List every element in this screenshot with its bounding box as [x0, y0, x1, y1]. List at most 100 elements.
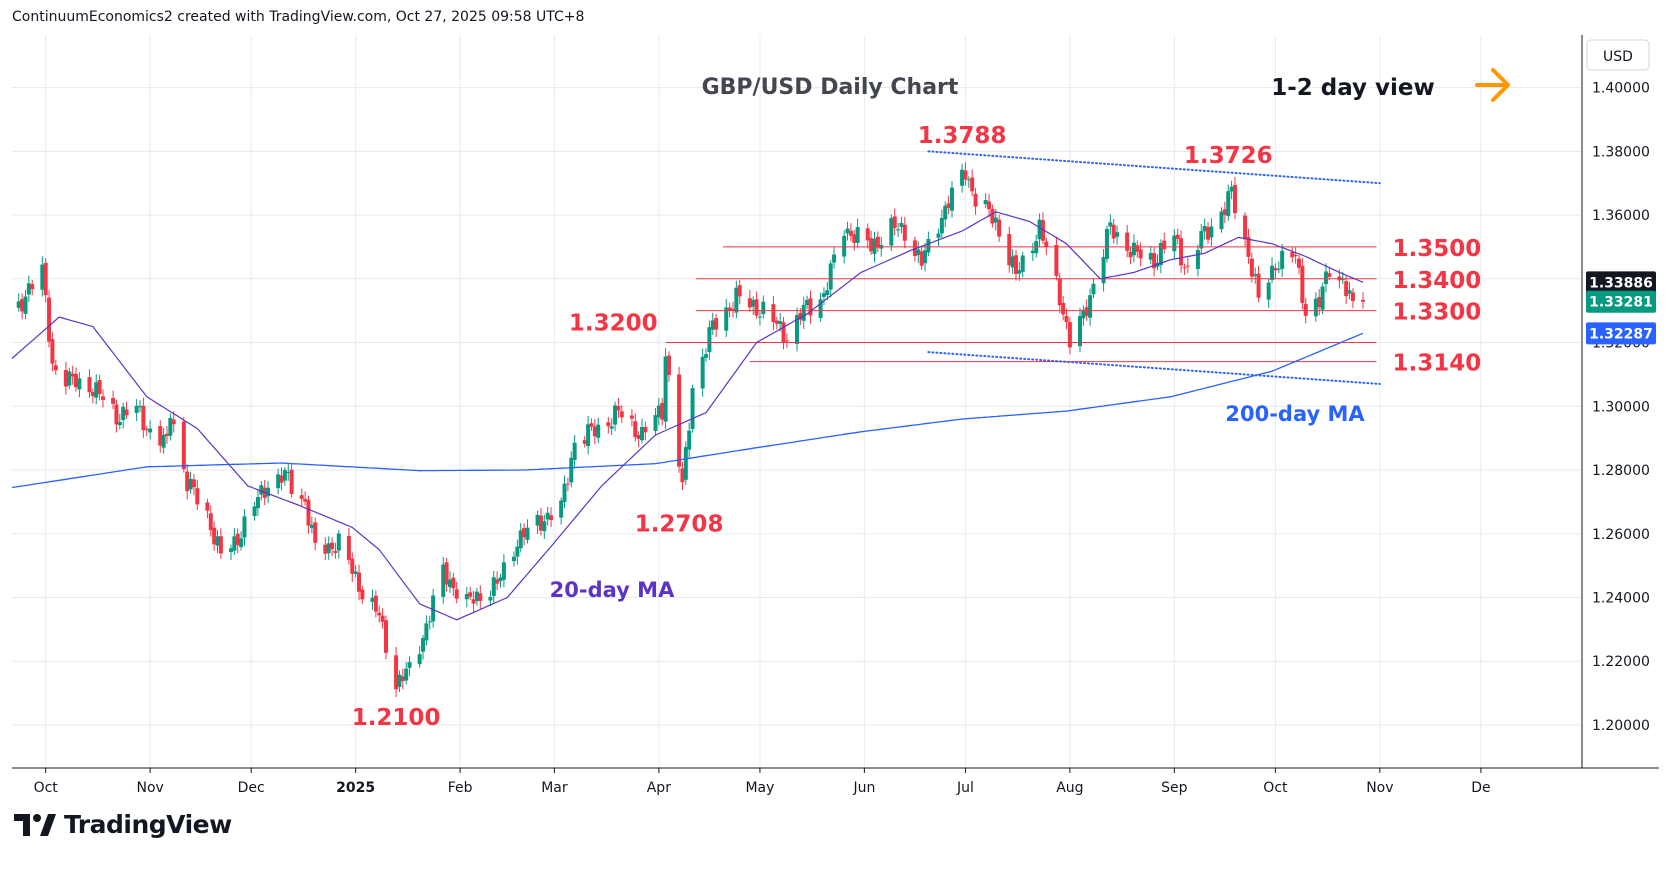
trendlines — [927, 150, 1381, 385]
candle-down — [1256, 273, 1261, 298]
level-label: 1.3140 — [1392, 351, 1481, 377]
candle-down — [1317, 297, 1322, 308]
candle-up — [1158, 243, 1163, 266]
candle-down — [303, 499, 308, 502]
candle-up — [889, 218, 894, 246]
candle-down — [377, 612, 382, 616]
candle-down — [1125, 232, 1130, 251]
candle-down — [538, 515, 543, 531]
candle-up — [896, 229, 901, 231]
candle-up — [983, 199, 988, 205]
candle-up — [421, 638, 426, 652]
candle-down — [589, 423, 594, 427]
candle-down — [30, 284, 35, 290]
candle-down — [1054, 244, 1059, 276]
candle-up — [899, 223, 904, 227]
candle-down — [852, 234, 857, 243]
candle-down — [1206, 227, 1211, 240]
candle-up — [1131, 242, 1136, 256]
candle-up — [168, 417, 173, 436]
x-tick-label: Sep — [1161, 780, 1188, 796]
candle-down — [20, 299, 25, 312]
candle-up — [501, 562, 506, 580]
candle-down — [360, 589, 365, 600]
candle-down — [1303, 303, 1308, 316]
candle-up — [286, 471, 291, 473]
candle-up — [683, 447, 688, 480]
candle-up — [148, 428, 153, 433]
candle-down — [730, 309, 735, 311]
candle-down — [471, 599, 476, 604]
candle-up — [117, 421, 122, 426]
candle-down — [380, 615, 385, 622]
candle-up — [1148, 252, 1153, 260]
candle-down — [987, 201, 992, 210]
brand-name: TradingView — [64, 810, 232, 839]
candle-down — [90, 392, 95, 397]
candle-up — [562, 483, 567, 503]
candle-up — [77, 378, 82, 390]
candle-down — [451, 577, 456, 589]
candle-down — [1222, 209, 1227, 215]
x-tick-label: Aug — [1056, 780, 1083, 796]
candle-down — [1175, 234, 1180, 239]
candle-down — [50, 339, 55, 364]
candle-up — [613, 405, 618, 425]
candle-up — [215, 536, 220, 546]
candle-up — [1209, 226, 1214, 238]
candle-up — [252, 506, 257, 516]
horizontal-levels: 1.3500 1.3400 1.3300 1.3140 — [665, 236, 1481, 377]
candle-down — [629, 415, 634, 419]
candle-up — [1270, 265, 1275, 281]
candle-down — [1135, 245, 1140, 252]
price-annotation: 1.3200 — [569, 311, 658, 337]
candle-down — [1300, 265, 1305, 303]
candle-up — [276, 474, 281, 489]
candle-down — [205, 502, 210, 511]
price-axis[interactable]: USD — [12, 35, 1659, 769]
candle-up — [855, 227, 860, 243]
candle-down — [727, 307, 732, 311]
candle-down — [357, 572, 362, 592]
candle-up — [441, 564, 446, 597]
candle-down — [1013, 255, 1018, 274]
candle-up — [239, 538, 244, 548]
ma20-price-value: 1.33886 — [1589, 275, 1653, 291]
tradingview-brand[interactable]: TradingView — [14, 810, 232, 839]
ma200-line — [11, 332, 1364, 489]
candle-up — [1253, 274, 1258, 277]
candle-down — [383, 620, 388, 653]
candle-down — [677, 374, 682, 467]
view-label: 1-2 day view — [1271, 75, 1435, 101]
price-annotation: 1.2708 — [635, 511, 724, 537]
right-arrow-icon — [1475, 68, 1510, 102]
candle-down — [737, 285, 742, 297]
candle-down — [869, 238, 874, 252]
candle-up — [1030, 250, 1035, 254]
candle-up — [916, 249, 921, 256]
candle-down — [973, 193, 978, 207]
x-tick-label: Nov — [1366, 780, 1393, 796]
level-label: 1.3500 — [1392, 236, 1481, 262]
candle-up — [832, 254, 837, 263]
candle-down — [394, 655, 399, 690]
candle-down — [1327, 273, 1332, 277]
candle-up — [926, 238, 931, 253]
candle-down — [1138, 249, 1143, 259]
candle-down — [306, 500, 311, 526]
candle-up — [1199, 231, 1204, 249]
candle-down — [235, 533, 240, 546]
candle-up — [353, 571, 358, 574]
candle-up — [805, 299, 810, 306]
candle-up — [407, 662, 412, 668]
candle-down — [323, 544, 328, 554]
candle-down — [1162, 240, 1167, 250]
y-tick-label: 1.26000 — [1592, 527, 1650, 543]
price-annotation: 1.2100 — [352, 705, 441, 731]
candle-up — [640, 426, 645, 441]
candle-down — [63, 369, 68, 387]
candle-down — [1290, 252, 1295, 258]
candle-up — [474, 591, 479, 602]
candle-down — [660, 402, 665, 420]
